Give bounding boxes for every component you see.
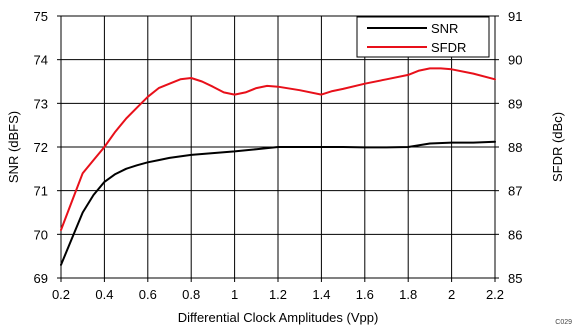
x-tick-label: 1 bbox=[231, 287, 238, 302]
series-lines bbox=[60, 67, 496, 266]
x-tick-label: 0.4 bbox=[95, 287, 113, 302]
y-tick-label-left: 74 bbox=[34, 53, 48, 68]
y-tick-label-right: 86 bbox=[508, 227, 522, 242]
x-tick-label: 2 bbox=[448, 287, 455, 302]
x-tick-label: 0.8 bbox=[182, 287, 200, 302]
y-axis-title-left: SNR (dBFS) bbox=[6, 111, 21, 183]
x-tick-label: 1.4 bbox=[312, 287, 330, 302]
y-tick-label-left: 69 bbox=[34, 271, 48, 286]
x-axis-title: Differential Clock Amplitudes (Vpp) bbox=[178, 310, 379, 325]
legend-label-snr: SNR bbox=[431, 21, 458, 36]
y-tick-label-right: 89 bbox=[508, 96, 522, 111]
x-tick-label: 1.6 bbox=[356, 287, 374, 302]
x-tick-label: 0.6 bbox=[139, 287, 157, 302]
y-tick-label-right: 91 bbox=[508, 9, 522, 24]
y-tick-label-left: 75 bbox=[34, 9, 48, 24]
axis-ticks: 0.2 0.4 0.6 0.8 1 1.2 1.4 1.6 1.8 2 2.2 69 70 71 72 73 7… bbox=[34, 9, 523, 302]
y-tick-label-left: 72 bbox=[34, 140, 48, 155]
figure-code: C029 bbox=[555, 319, 572, 326]
legend: SNR SFDR bbox=[356, 16, 490, 58]
x-tick-label: 1.8 bbox=[399, 287, 417, 302]
y-tick-label-left: 71 bbox=[34, 184, 48, 199]
y-tick-label-right: 87 bbox=[508, 184, 522, 199]
series-line-sfdr bbox=[60, 67, 496, 231]
y-tick-label-right: 90 bbox=[508, 53, 522, 68]
x-tick-label: 0.2 bbox=[52, 287, 70, 302]
legend-label-sfdr: SFDR bbox=[431, 40, 466, 55]
series-line-snr bbox=[60, 140, 496, 266]
y-tick-label-right: 88 bbox=[508, 140, 522, 155]
y-tick-label-left: 70 bbox=[34, 227, 48, 242]
y-axis-title-right: SFDR (dBc) bbox=[550, 112, 565, 182]
x-tick-label: 1.2 bbox=[269, 287, 287, 302]
y-tick-label-right: 85 bbox=[508, 271, 522, 286]
x-tick-label: 2.2 bbox=[486, 287, 504, 302]
legend-box bbox=[356, 16, 490, 58]
y-tick-label-left: 73 bbox=[34, 96, 48, 111]
